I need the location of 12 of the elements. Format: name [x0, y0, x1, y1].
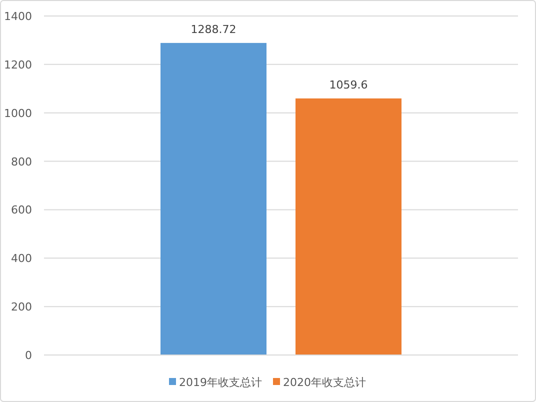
y-tick-label: 1400 [4, 10, 32, 23]
legend-label: 2020年收支总计 [283, 376, 366, 389]
y-tick-label: 1200 [4, 58, 32, 72]
y-tick-label: 600 [11, 204, 32, 217]
y-tick-label: 800 [11, 155, 32, 168]
data-label: 1288.72 [190, 22, 236, 36]
y-tick-label: 0 [25, 349, 32, 362]
data-label: 1059.6 [329, 78, 368, 92]
y-tick-label: 400 [11, 252, 32, 266]
y-tick-label: 200 [11, 300, 32, 314]
y-tick-label: 1000 [4, 106, 32, 120]
legend-label: 2019年收支总计 [179, 376, 262, 389]
